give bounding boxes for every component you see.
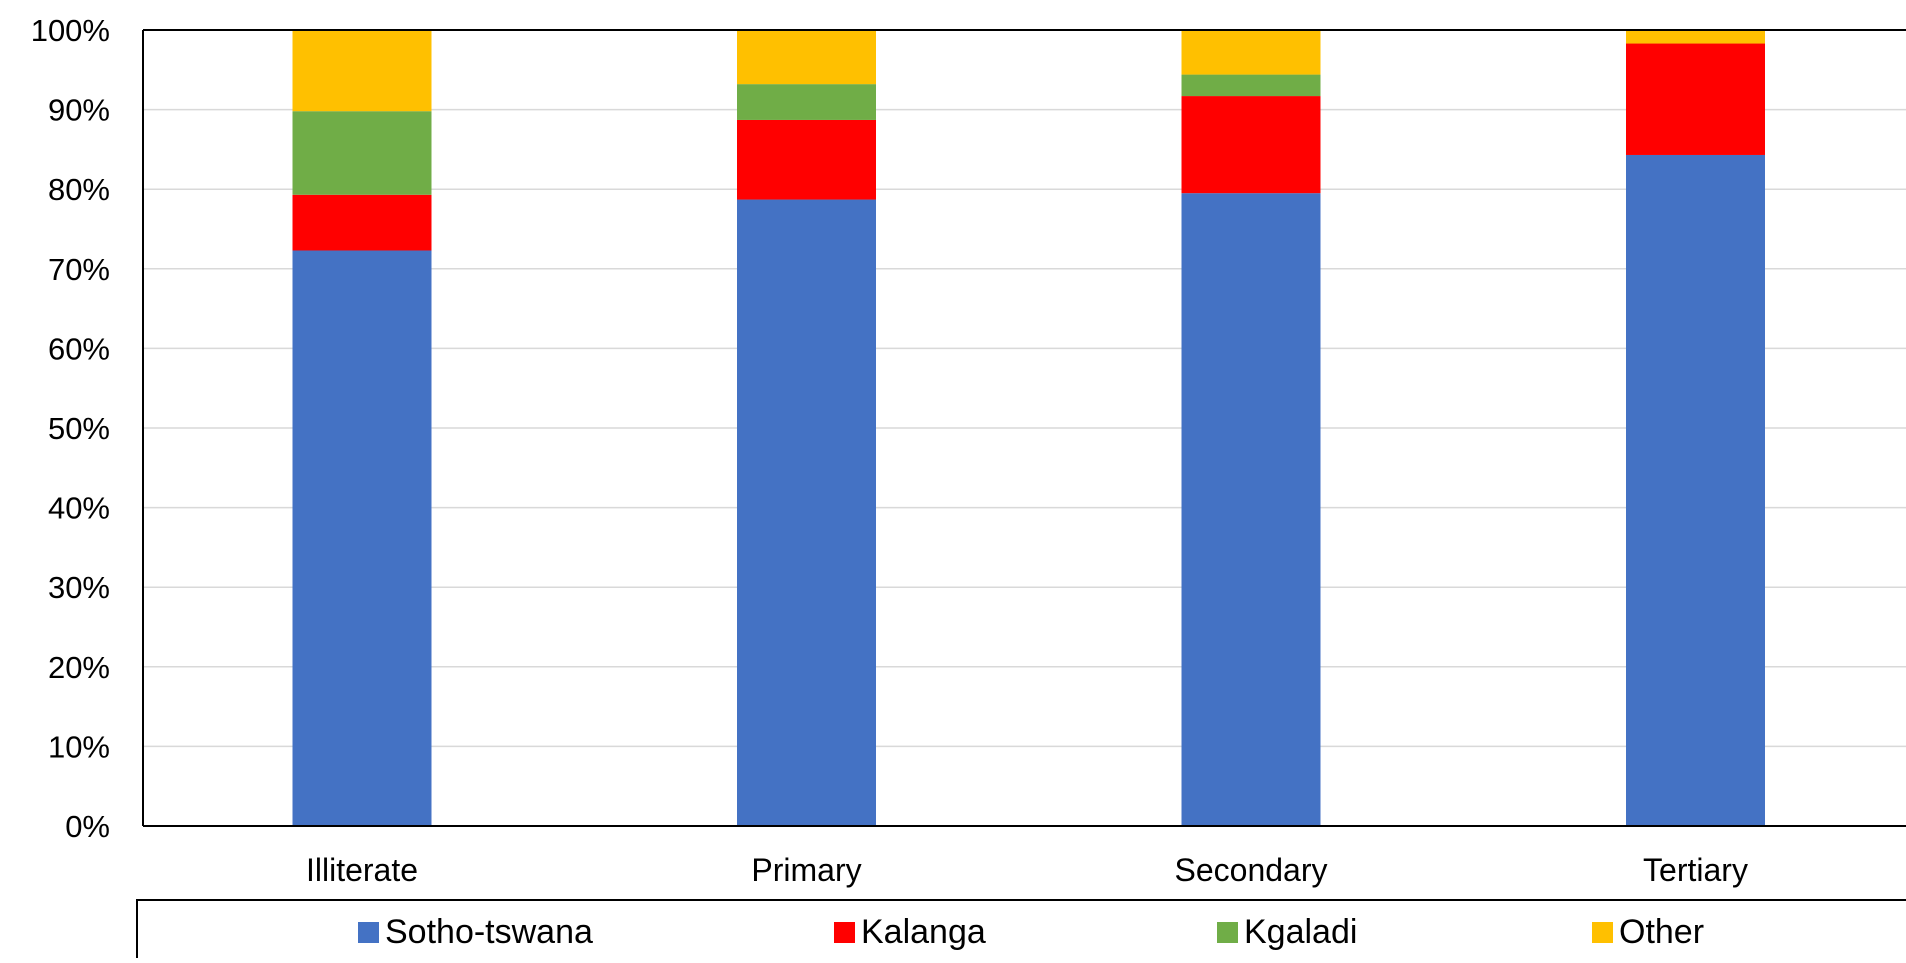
bar-segment-other-primary — [737, 30, 876, 85]
legend-box — [136, 899, 1906, 963]
y-tick-label: 100% — [31, 13, 110, 48]
x-tick-labels: Illiterate Primary Secondary Tertiary — [306, 852, 1748, 888]
bar-segment-kgaladi-illiterate — [292, 111, 432, 195]
x-tick-label: Secondary — [1175, 852, 1328, 888]
legend-swatch — [1592, 922, 1613, 943]
bar-segment-kalanga-secondary — [1181, 96, 1321, 194]
y-tick-label: 30% — [48, 570, 110, 605]
bar-segment-kgaladi-secondary — [1181, 74, 1321, 97]
bar-segment-other-tertiary — [1626, 30, 1765, 44]
legend: Sotho-tswana Kalanga Kgaladi Other — [136, 899, 1906, 963]
y-tick-label: 90% — [48, 93, 110, 128]
bar-segment-kalanga-tertiary — [1626, 43, 1765, 155]
legend-swatch — [1217, 922, 1238, 943]
legend-swatch — [834, 922, 855, 943]
y-tick-label: 0% — [65, 809, 110, 844]
y-tick-label: 40% — [48, 491, 110, 526]
bar-segment-kalanga-illiterate — [292, 194, 432, 251]
bar-segment-other-illiterate — [292, 30, 432, 112]
bars — [292, 30, 1765, 827]
legend-swatch — [358, 922, 379, 943]
bar-segment-other-secondary — [1181, 30, 1321, 75]
bar-segment-sotho-tswana-secondary — [1181, 193, 1321, 826]
x-tick-label: Tertiary — [1643, 852, 1748, 888]
legend-label: Kgaladi — [1244, 913, 1357, 951]
bar-segment-kalanga-primary — [737, 119, 876, 200]
x-tick-label: Primary — [751, 852, 861, 888]
legend-label: Other — [1619, 913, 1704, 951]
bar-segment-sotho-tswana-illiterate — [292, 250, 432, 826]
bar-segment-sotho-tswana-tertiary — [1626, 154, 1765, 827]
bar-segment-sotho-tswana-primary — [737, 199, 876, 827]
legend-label: Sotho-tswana — [385, 913, 593, 951]
y-tick-label: 50% — [48, 411, 110, 446]
y-tick-label: 70% — [48, 252, 110, 287]
x-tick-label: Illiterate — [306, 852, 418, 888]
axes — [142, 29, 1906, 827]
y-tick-label: 20% — [48, 650, 110, 685]
y-tick-label: 60% — [48, 331, 110, 366]
bar-segment-kgaladi-primary — [737, 84, 876, 120]
y-tick-labels: 0% 10% 20% 30% 40% 50% 60% 70% 80% 90% 100% — [31, 13, 110, 844]
y-tick-label: 80% — [48, 172, 110, 207]
y-tick-label: 10% — [48, 729, 110, 764]
legend-label: Kalanga — [861, 913, 986, 951]
